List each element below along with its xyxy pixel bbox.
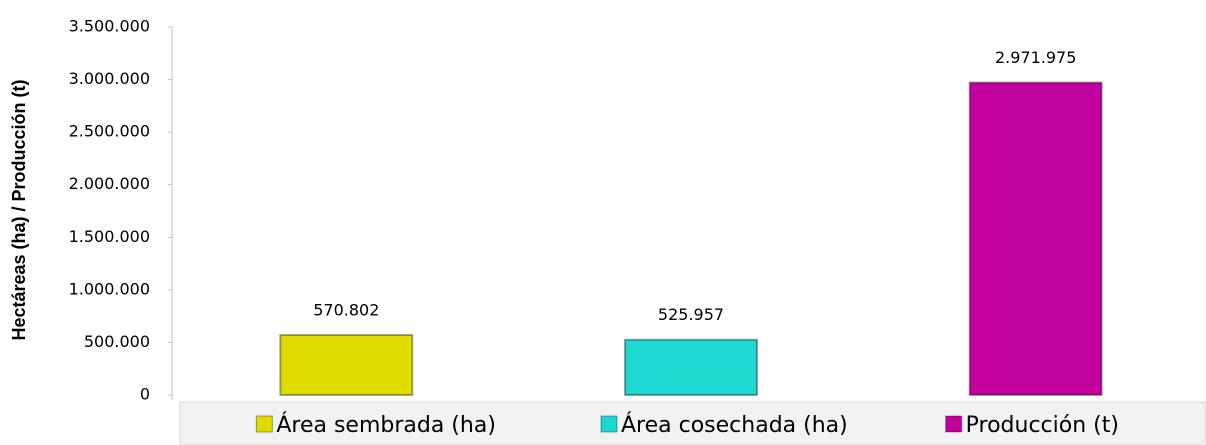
y-tick-label: 3.500.000 — [69, 17, 150, 36]
legend-marker — [945, 415, 963, 433]
y-axis-label: Hectáreas (ha) / Producción (t) — [9, 79, 29, 340]
y-tick-label: 500.000 — [84, 332, 150, 351]
y-tick-label: 0 — [140, 385, 150, 404]
legend-label: Área cosechada (ha) — [621, 412, 848, 438]
y-tick-label: 2.000.000 — [69, 174, 150, 193]
bar — [968, 81, 1103, 396]
legend-marker — [600, 415, 618, 433]
bar — [624, 338, 758, 396]
legend-label: Área sembrada (ha) — [276, 412, 496, 438]
value-label: 570.802 — [313, 300, 379, 319]
y-tick-label: 1.500.000 — [69, 227, 150, 246]
bar — [279, 333, 414, 397]
legend-label: Producción (t) — [966, 413, 1119, 438]
value-label: 525.957 — [658, 305, 724, 324]
legend-marker — [255, 415, 273, 433]
y-tick-label: 3.000.000 — [69, 69, 150, 88]
y-tick-label: 1.000.000 — [69, 279, 150, 298]
y-tick-label: 2.500.000 — [69, 122, 150, 141]
legend-box — [179, 401, 1206, 445]
value-label: 2.971.975 — [995, 48, 1076, 67]
